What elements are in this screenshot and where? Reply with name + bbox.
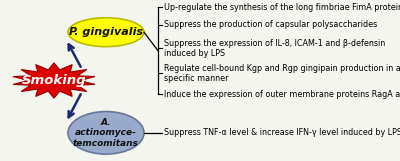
Text: Suppress the production of capsular polysaccharides: Suppress the production of capsular poly… [164,20,377,29]
Text: P. gingivalis: P. gingivalis [69,27,143,37]
Text: Regulate cell-bound Kgp and Rgp gingipain production in a strain-
specific manne: Regulate cell-bound Kgp and Rgp gingipai… [164,64,400,83]
Ellipse shape [68,112,144,154]
Text: A.
actinomyce-
temcomitans: A. actinomyce- temcomitans [73,118,139,148]
Text: Smoking: Smoking [22,74,86,87]
Text: Induce the expression of outer membrane proteins RagA and RagB: Induce the expression of outer membrane … [164,90,400,99]
Text: Suppress the expression of IL-8, ICAM-1 and β-defensin
induced by LPS: Suppress the expression of IL-8, ICAM-1 … [164,39,385,58]
Text: Suppress TNF-α level & increase IFN-γ level induced by LPS: Suppress TNF-α level & increase IFN-γ le… [164,128,400,137]
Ellipse shape [68,18,144,47]
Text: Up-regulate the synthesis of the long fimbriae FimA proteins: Up-regulate the synthesis of the long fi… [164,3,400,12]
Polygon shape [13,63,95,98]
